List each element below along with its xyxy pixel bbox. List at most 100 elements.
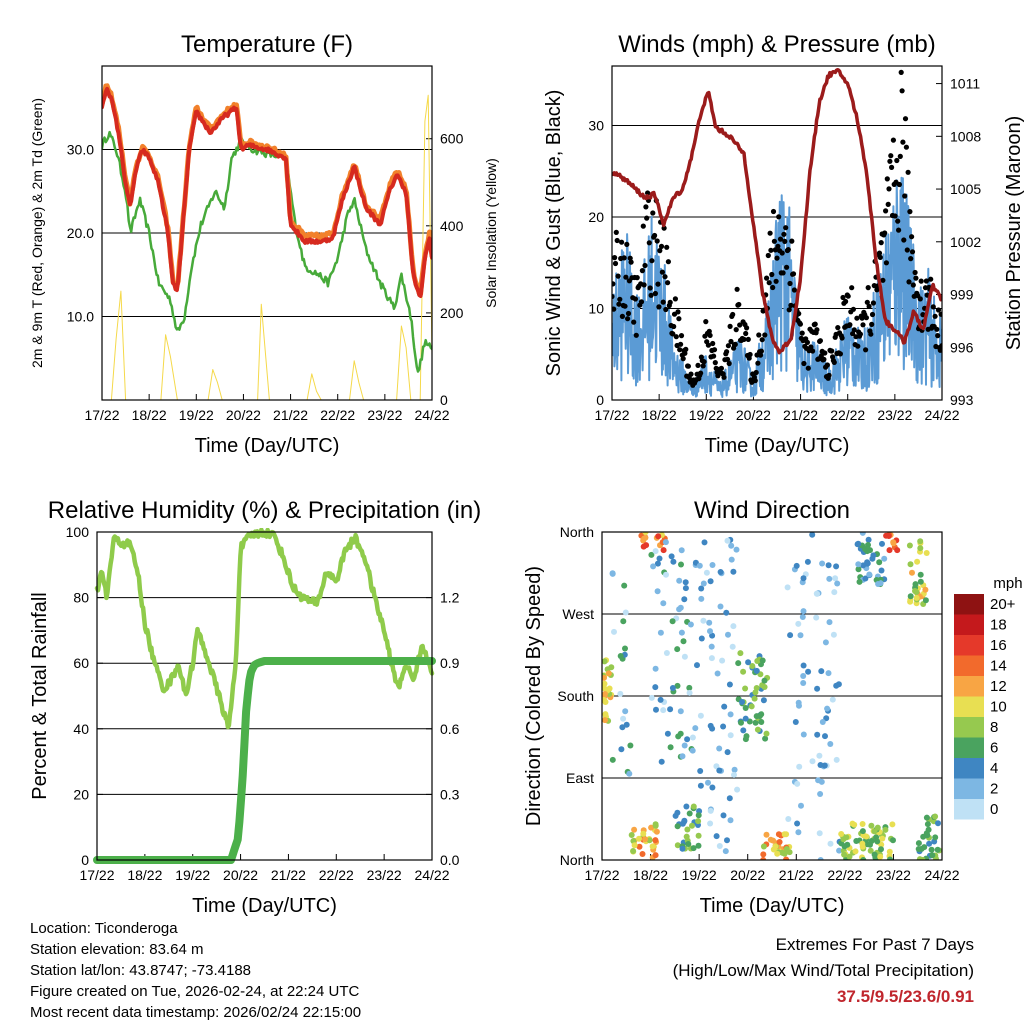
direction-xlabel: Time (Day/UTC) [700, 895, 845, 917]
gust-point [890, 137, 897, 143]
gust-point [928, 276, 934, 282]
direction-point [640, 830, 647, 837]
gust-point [912, 269, 918, 276]
gust-point [736, 301, 742, 308]
direction-point [683, 803, 690, 810]
direction-point [652, 665, 659, 672]
winds-xtick-label: 23/22 [877, 407, 912, 423]
plot-frame [601, 531, 943, 861]
direction-point [907, 598, 914, 605]
direction-point [689, 734, 696, 741]
direction-point [742, 705, 749, 711]
gust-point [638, 299, 645, 305]
direction-point [678, 561, 684, 568]
direction-point [913, 594, 920, 601]
gust-point [724, 349, 730, 355]
series-solar-insolation [102, 94, 432, 400]
chart-humidity: Relative Humidity (%) & Precipitation (i… [29, 497, 481, 917]
direction-point [654, 560, 661, 567]
direction-point [682, 579, 689, 586]
direction-point [838, 831, 845, 837]
gust-point [665, 259, 672, 265]
winds-series [612, 67, 942, 398]
gust-point [617, 296, 623, 302]
direction-point [833, 563, 840, 570]
temperature-ytick-label: 10.0 [67, 309, 94, 325]
legend-swatch [954, 655, 984, 676]
direction-point [878, 567, 885, 574]
series-9m-t [102, 83, 432, 297]
direction-point [745, 659, 752, 666]
direction-point [770, 846, 777, 853]
direction-point [753, 713, 760, 720]
direction-point [831, 589, 838, 596]
humidity-ytick-label: 40 [73, 721, 89, 737]
direction-point [692, 725, 699, 732]
direction-point [618, 746, 625, 753]
gust-point [767, 230, 773, 236]
gust-point [883, 208, 889, 214]
direction-point [742, 685, 749, 692]
plot-frame [101, 65, 433, 401]
direction-point [879, 835, 886, 842]
direction-point [717, 569, 724, 575]
direction-point [640, 543, 647, 550]
direction-ytick-label: East [566, 770, 594, 786]
direction-point [648, 824, 655, 831]
direction-point [873, 834, 880, 841]
gust-point [883, 260, 890, 266]
gust-point [737, 322, 743, 328]
legend-swatch [954, 778, 984, 799]
gust-point [884, 176, 890, 182]
direction-point [800, 680, 807, 686]
legend-swatch [954, 758, 984, 779]
direction-point [795, 620, 802, 627]
temperature-y2tick-label: 200 [440, 305, 464, 321]
direction-point [825, 670, 832, 677]
humidity-ytick-label: 100 [66, 524, 90, 540]
direction-point [784, 584, 791, 591]
direction-point [749, 663, 756, 669]
direction-point [703, 569, 710, 576]
direction-point [694, 662, 700, 669]
gust-point [826, 372, 832, 378]
gust-point [621, 255, 627, 261]
gust-point [935, 333, 941, 339]
direction-point [923, 830, 930, 837]
direction-point [708, 655, 715, 662]
temperature-series [102, 83, 432, 400]
gust-point [779, 250, 785, 256]
direction-point [767, 836, 774, 843]
gust-point [650, 210, 656, 216]
direction-point [818, 778, 825, 785]
direction-point [922, 597, 929, 604]
extremes-title: Extremes For Past 7 Days [775, 935, 974, 954]
gust-point [762, 332, 768, 338]
direction-point [855, 561, 862, 568]
direction-point [743, 733, 750, 740]
direction-point [626, 770, 633, 777]
direction-point [794, 820, 801, 827]
temperature-title: Temperature (F) [181, 31, 353, 58]
gust-point [628, 259, 634, 265]
direction-point [783, 856, 790, 860]
direction-point [787, 632, 794, 639]
direction-point [723, 609, 730, 616]
gust-point [703, 319, 709, 325]
gust-point [665, 280, 671, 286]
gust-point [868, 331, 874, 337]
gust-point [612, 293, 615, 300]
gust-point [810, 348, 816, 354]
gust-point [652, 290, 659, 297]
gust-point [646, 240, 652, 246]
direction-point [721, 703, 728, 710]
direction-point [707, 807, 714, 814]
gust-point [822, 350, 828, 356]
gust-point [895, 218, 901, 224]
gust-point [847, 322, 853, 328]
gust-point [770, 208, 777, 215]
direction-point [922, 586, 929, 593]
direction-point [602, 658, 608, 665]
winds-xtick-label: 20/22 [736, 407, 771, 423]
